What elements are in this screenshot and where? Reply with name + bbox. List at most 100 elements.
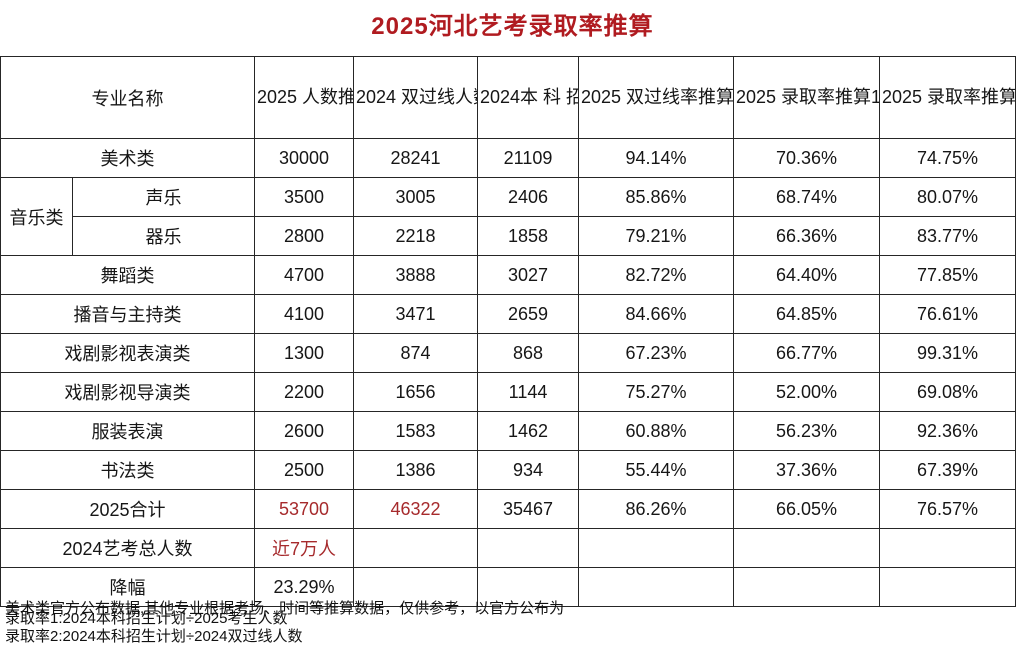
value-cell: 28241 [353, 138, 478, 178]
value-cell: 70.36% [733, 138, 880, 178]
value-cell: 74.75% [879, 138, 1016, 178]
row-label: 美术类 [0, 138, 255, 178]
value-cell: 4700 [254, 255, 354, 295]
value-cell: 3500 [254, 177, 354, 217]
row-label: 声乐 [72, 177, 255, 217]
row-label: 降幅 [0, 567, 255, 607]
value-cell: 1858 [477, 216, 579, 256]
value-cell: 2600 [254, 411, 354, 451]
value-cell: 35467 [477, 489, 579, 529]
row-label: 舞蹈类 [0, 255, 255, 295]
value-cell: 66.05% [733, 489, 880, 529]
footnote-rate1-formula: 录取率1:2024本科招生计划÷2025考生人数 [5, 610, 288, 627]
value-cell: 3888 [353, 255, 478, 295]
value-cell: 2800 [254, 216, 354, 256]
value-cell: 2500 [254, 450, 354, 490]
value-cell: 2659 [477, 294, 579, 334]
row-label: 器乐 [72, 216, 255, 256]
table-row-broadcasting: 播音与主持类 4100 3471 2659 84.66% 64.85% 76.6… [0, 294, 1016, 334]
value-cell: 4100 [254, 294, 354, 334]
row-label: 书法类 [0, 450, 255, 490]
table-row-dance: 舞蹈类 4700 3888 3027 82.72% 64.40% 77.85% [0, 255, 1016, 295]
col-header-rate2: 2025 录取率推算2 [879, 56, 1016, 139]
value-cell [733, 528, 880, 568]
value-cell: 77.85% [879, 255, 1016, 295]
value-cell [733, 567, 880, 607]
value-cell: 55.44% [578, 450, 734, 490]
value-cell: 1462 [477, 411, 579, 451]
value-cell: 66.77% [733, 333, 880, 373]
table-row-drama-acting: 戏剧影视表演类 1300 874 868 67.23% 66.77% 99.31… [0, 333, 1016, 373]
footnote-disclaimer: 美术类官方公布数据,其他专业根据考场、时间等推算数据，仅供参考，以官方公布为 [5, 600, 565, 617]
col-header-2024-plan: 2024本 科 招生 计划 [477, 56, 579, 139]
value-cell: 近7万人 [254, 528, 354, 568]
value-cell: 2200 [254, 372, 354, 412]
value-cell: 86.26% [578, 489, 734, 529]
table-row-decline: 降幅 23.29% [0, 567, 1016, 607]
table-row-instrumental: 器乐 2800 2218 1858 79.21% 66.36% 83.77% [1, 216, 1016, 256]
value-cell [879, 528, 1016, 568]
value-cell: 874 [353, 333, 478, 373]
value-cell: 64.40% [733, 255, 880, 295]
value-cell: 23.29% [254, 567, 354, 607]
value-cell: 76.57% [879, 489, 1016, 529]
footnote-rate2-formula: 录取率2:2024本科招生计划÷2024双过线人数 [5, 628, 303, 645]
value-cell: 84.66% [578, 294, 734, 334]
value-cell: 868 [477, 333, 579, 373]
value-cell: 94.14% [578, 138, 734, 178]
table-row-fashion-performance: 服装表演 2600 1583 1462 60.88% 56.23% 92.36% [0, 411, 1016, 451]
value-cell: 3471 [353, 294, 478, 334]
row-label: 播音与主持类 [0, 294, 255, 334]
value-cell: 1300 [254, 333, 354, 373]
value-cell: 3005 [353, 177, 478, 217]
value-cell [477, 528, 579, 568]
value-cell: 66.36% [733, 216, 880, 256]
value-cell [477, 567, 579, 607]
row-label: 2025合计 [0, 489, 255, 529]
value-cell: 3027 [477, 255, 579, 295]
value-cell: 82.72% [578, 255, 734, 295]
value-cell: 75.27% [578, 372, 734, 412]
page-title: 2025河北艺考录取率推算 [371, 13, 654, 40]
value-cell: 64.85% [733, 294, 880, 334]
value-cell: 68.74% [733, 177, 880, 217]
header-row: 专业名称 2025 人数推算 2024 双过线人数 2024本 科 招生 计划 … [0, 56, 1016, 139]
value-cell: 1656 [353, 372, 478, 412]
row-label: 戏剧影视导演类 [0, 372, 255, 412]
col-header-2025-passrate: 2025 双过线率推算 [578, 56, 734, 139]
value-cell: 76.61% [879, 294, 1016, 334]
value-cell: 67.23% [578, 333, 734, 373]
table-row-2025-total: 2025合计 53700 46322 35467 86.26% 66.05% 7… [0, 489, 1016, 529]
value-cell: 46322 [353, 489, 478, 529]
value-cell: 83.77% [879, 216, 1016, 256]
table-row-drama-directing: 戏剧影视导演类 2200 1656 1144 75.27% 52.00% 69.… [0, 372, 1016, 412]
col-header-rate1: 2025 录取率推算1 [733, 56, 880, 139]
col-header-2025-count: 2025 人数推算 [254, 56, 354, 139]
table-row-vocal: 音乐类 声乐 3500 3005 2406 85.86% 68.74% 80.0… [0, 177, 1016, 256]
value-cell: 1144 [477, 372, 579, 412]
value-cell: 52.00% [733, 372, 880, 412]
table-row-2024-total: 2024艺考总人数 近7万人 [0, 528, 1016, 568]
value-cell: 2406 [477, 177, 579, 217]
value-cell: 80.07% [879, 177, 1016, 217]
table-row-calligraphy: 书法类 2500 1386 934 55.44% 37.36% 67.39% [0, 450, 1016, 490]
value-cell: 60.88% [578, 411, 734, 451]
value-cell: 56.23% [733, 411, 880, 451]
row-label: 戏剧影视表演类 [0, 333, 255, 373]
value-cell: 1583 [353, 411, 478, 451]
row-label: 服装表演 [0, 411, 255, 451]
admission-rate-table: 专业名称 2025 人数推算 2024 双过线人数 2024本 科 招生 计划 … [0, 56, 1016, 607]
value-cell: 99.31% [879, 333, 1016, 373]
value-cell: 92.36% [879, 411, 1016, 451]
value-cell [578, 528, 734, 568]
value-cell: 53700 [254, 489, 354, 529]
value-cell: 21109 [477, 138, 579, 178]
value-cell: 85.86% [578, 177, 734, 217]
value-cell: 934 [477, 450, 579, 490]
col-header-major: 专业名称 [0, 56, 255, 139]
group-label-music: 音乐类 [0, 177, 73, 256]
value-cell: 79.21% [578, 216, 734, 256]
row-label: 2024艺考总人数 [0, 528, 255, 568]
value-cell [353, 528, 478, 568]
